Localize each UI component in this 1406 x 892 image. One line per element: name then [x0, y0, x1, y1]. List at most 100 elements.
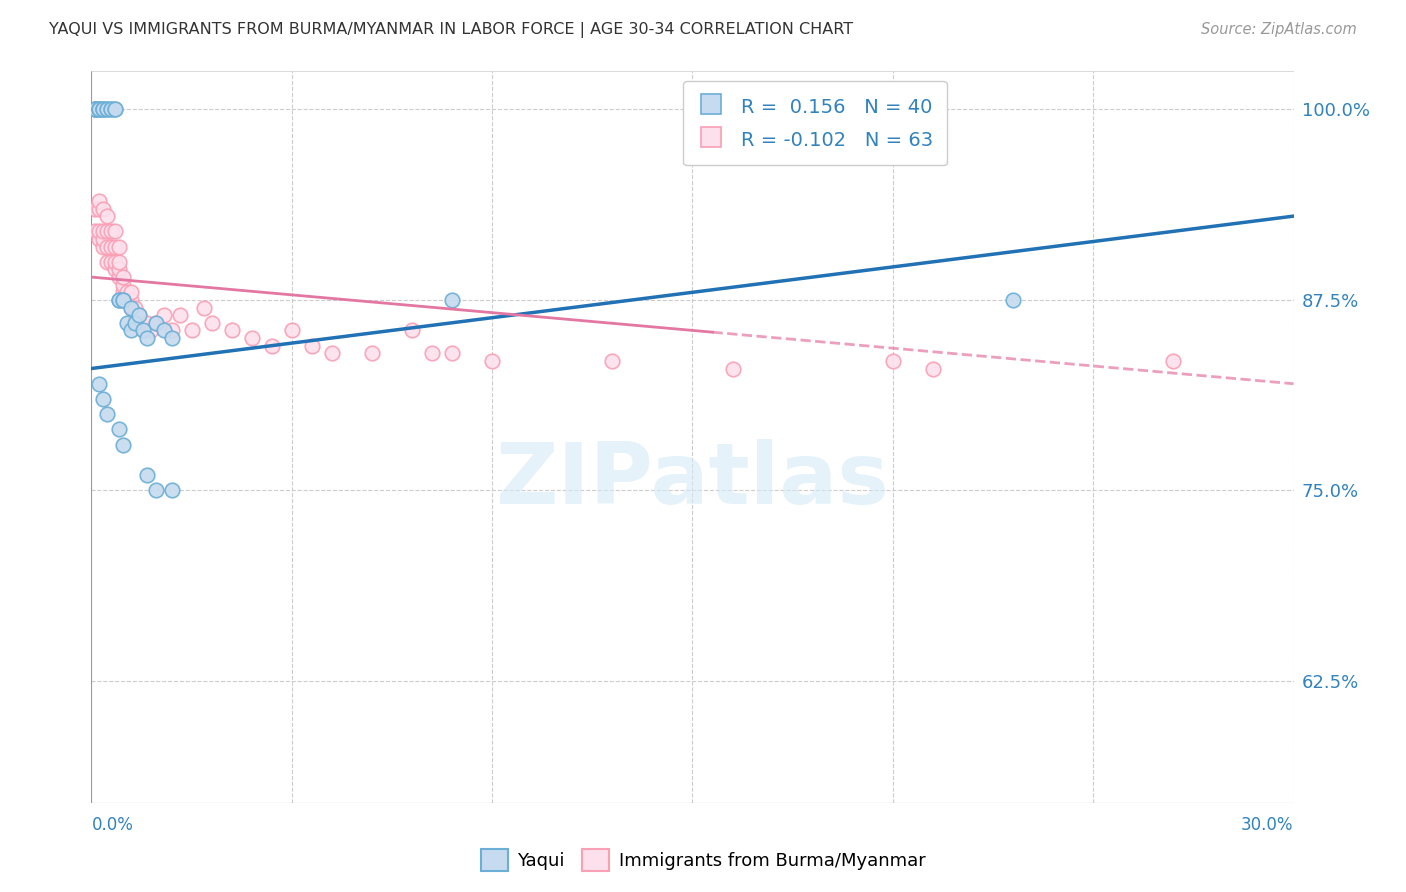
Point [112, 293, 135, 307]
Point [104, 103, 127, 117]
Point [301, 338, 323, 352]
Point [132, 323, 155, 337]
Point [84, 103, 107, 117]
Point [141, 323, 163, 337]
Point [89, 194, 111, 208]
Point [93, 224, 115, 238]
Point [145, 483, 167, 498]
Point [112, 270, 135, 285]
Point [152, 323, 174, 337]
Point [136, 331, 159, 345]
Point [100, 103, 122, 117]
Point [84, 224, 107, 238]
Point [260, 338, 283, 352]
Point [440, 293, 463, 307]
Point [93, 103, 115, 117]
Point [89, 376, 111, 391]
Text: 0.0%: 0.0% [91, 816, 134, 834]
Point [360, 346, 382, 360]
Point [882, 354, 904, 368]
Point [121, 293, 143, 307]
Point [96, 103, 118, 117]
Point [96, 239, 118, 253]
Text: Source: ZipAtlas.com: Source: ZipAtlas.com [1201, 22, 1357, 37]
Point [84, 202, 107, 216]
Point [321, 346, 343, 360]
Point [160, 331, 183, 345]
Point [96, 407, 118, 421]
Point [124, 301, 146, 315]
Point [89, 232, 111, 246]
Point [180, 323, 202, 337]
Point [1163, 354, 1185, 368]
Text: YAQUI VS IMMIGRANTS FROM BURMA/MYANMAR IN LABOR FORCE | AGE 30-34 CORRELATION CH: YAQUI VS IMMIGRANTS FROM BURMA/MYANMAR I… [49, 22, 853, 38]
Point [401, 323, 423, 337]
Point [121, 301, 143, 315]
Point [104, 255, 127, 269]
Point [121, 323, 143, 337]
Point [93, 392, 115, 406]
Point [440, 346, 463, 360]
Point [602, 354, 624, 368]
Point [93, 103, 115, 117]
Point [96, 255, 118, 269]
Point [104, 103, 127, 117]
Point [100, 103, 122, 117]
Point [108, 293, 131, 307]
Legend: Yaqui, Immigrants from Burma/Myanmar: Yaqui, Immigrants from Burma/Myanmar [474, 842, 932, 879]
Point [240, 331, 263, 345]
Point [117, 316, 139, 330]
Point [84, 103, 107, 117]
Point [169, 308, 191, 322]
Point [93, 239, 115, 253]
Point [108, 270, 131, 285]
Point [124, 308, 146, 322]
Point [89, 103, 111, 117]
Point [221, 323, 243, 337]
Point [160, 483, 183, 498]
Point [108, 293, 131, 307]
Point [104, 262, 127, 277]
Point [100, 239, 122, 253]
Point [108, 255, 131, 269]
Point [93, 103, 115, 117]
Legend: R =  0.156   N = 40, R = -0.102   N = 63: R = 0.156 N = 40, R = -0.102 N = 63 [683, 81, 948, 166]
Text: 30.0%: 30.0% [1241, 816, 1294, 834]
Point [136, 468, 159, 483]
Point [1001, 293, 1024, 307]
Point [89, 103, 111, 117]
Point [128, 308, 150, 322]
Point [96, 209, 118, 223]
Point [132, 323, 155, 337]
Point [121, 285, 143, 300]
Point [104, 239, 127, 253]
Point [112, 285, 135, 300]
Point [96, 224, 118, 238]
Point [420, 346, 443, 360]
Point [108, 262, 131, 277]
Point [89, 202, 111, 216]
Point [922, 361, 945, 376]
Text: ZIPatlas: ZIPatlas [495, 440, 890, 523]
Point [145, 316, 167, 330]
Point [160, 323, 183, 337]
Point [104, 224, 127, 238]
Point [100, 255, 122, 269]
Point [93, 202, 115, 216]
Point [112, 293, 135, 307]
Point [89, 103, 111, 117]
Point [93, 232, 115, 246]
Point [136, 316, 159, 330]
Point [124, 316, 146, 330]
Point [117, 285, 139, 300]
Point [128, 308, 150, 322]
Point [193, 301, 215, 315]
Point [96, 103, 118, 117]
Point [152, 308, 174, 322]
Point [108, 422, 131, 436]
Point [281, 323, 304, 337]
Point [117, 293, 139, 307]
Point [201, 316, 224, 330]
Point [108, 239, 131, 253]
Point [128, 316, 150, 330]
